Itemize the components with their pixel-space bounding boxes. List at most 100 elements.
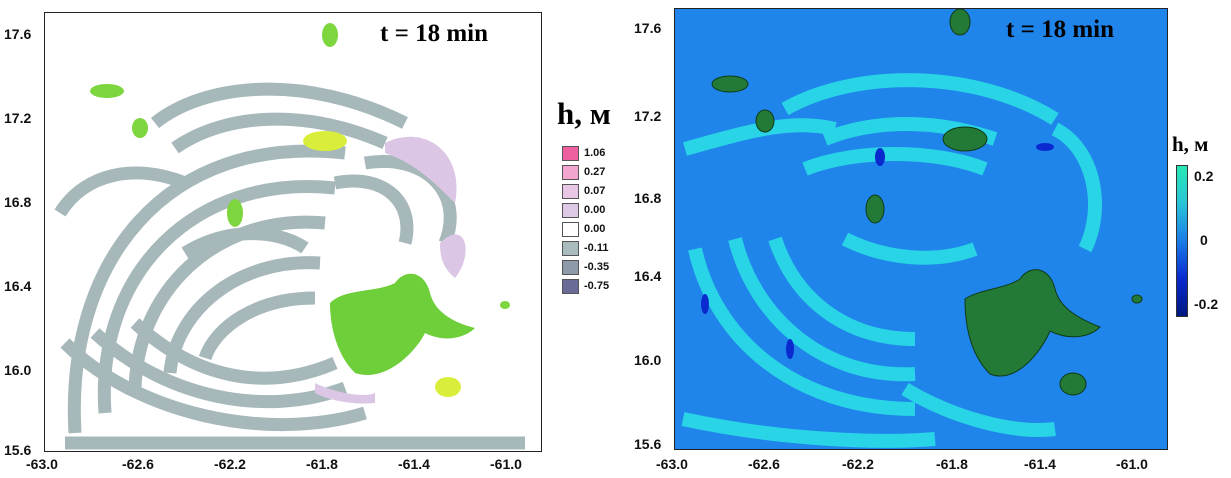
left-y-tick: 16.0 bbox=[4, 362, 32, 378]
left-positive-zone-1 bbox=[385, 136, 457, 203]
left-legend-swatch bbox=[562, 279, 579, 294]
left-island-7 bbox=[500, 301, 510, 309]
left-y-tick: 15.6 bbox=[4, 442, 32, 458]
left-island-1 bbox=[90, 84, 124, 98]
right-y-tick: 17.2 bbox=[634, 108, 662, 124]
left-legend-swatch bbox=[562, 222, 579, 237]
left-time-label: t = 18 min bbox=[380, 20, 488, 47]
left-wave-fronts bbox=[54, 82, 525, 450]
right-y-tick: 15.6 bbox=[634, 436, 662, 452]
right-island-1 bbox=[949, 9, 971, 36]
right-time-label: t = 18 min bbox=[1006, 16, 1114, 43]
right-wave-arc-9 bbox=[841, 232, 978, 265]
left-positive-zone-3 bbox=[315, 383, 375, 404]
right-x-tick: -61.8 bbox=[936, 456, 968, 472]
right-wave-arc-11 bbox=[681, 412, 936, 448]
left-positive-zone-2 bbox=[440, 234, 466, 278]
right-colorbar-tick: 0.2 bbox=[1194, 168, 1214, 184]
right-trough-4 bbox=[786, 339, 794, 359]
left-y-tick: 16.8 bbox=[4, 194, 32, 210]
right-y-tick: 16.0 bbox=[634, 352, 662, 368]
right-y-tick: 17.6 bbox=[634, 20, 662, 36]
left-legend-title: h, м bbox=[557, 96, 611, 131]
left-legend-swatch bbox=[562, 203, 579, 218]
right-colorbar-title: h, м bbox=[1172, 132, 1209, 156]
left-legend-label: 0.00 bbox=[584, 223, 606, 235]
right-island-7 bbox=[1131, 294, 1143, 304]
right-map-svg bbox=[675, 9, 1167, 449]
right-x-tick: -63.0 bbox=[656, 456, 688, 472]
right-colorbar-tick: -0.2 bbox=[1194, 296, 1219, 312]
left-legend-label: 0.00 bbox=[584, 204, 606, 216]
right-x-tick: -61.4 bbox=[1024, 456, 1056, 472]
left-y-tick: 16.4 bbox=[4, 278, 32, 294]
left-island-3 bbox=[322, 23, 338, 47]
left-legend-swatch bbox=[562, 184, 579, 199]
right-island-5 bbox=[865, 194, 885, 224]
right-wave-arc-10 bbox=[901, 382, 1056, 437]
right-wave-arc-8 bbox=[802, 147, 988, 176]
left-islands bbox=[90, 23, 510, 397]
right-x-tick: -61.0 bbox=[1116, 456, 1148, 472]
left-y-tick: 17.2 bbox=[4, 110, 32, 126]
left-map-panel: t = 18 min -63.0 -62.6 -62.2 -61.8 -61.4… bbox=[4, 12, 620, 472]
left-legend-swatch bbox=[562, 260, 579, 275]
left-wave-arc-7 bbox=[90, 328, 348, 409]
left-wave-arc-9 bbox=[54, 166, 188, 217]
left-island-2 bbox=[132, 118, 148, 138]
left-wave-arc-11 bbox=[171, 112, 388, 154]
left-legend: 1.06 0.27 0.07 0.00 0.00 -0.11 -0.35 -0.75 bbox=[562, 146, 620, 326]
right-islands bbox=[711, 9, 1143, 396]
left-legend-label: 0.27 bbox=[584, 166, 606, 178]
left-island-6 bbox=[435, 377, 461, 397]
right-trough-1 bbox=[875, 148, 885, 166]
left-legend-label: 1.06 bbox=[584, 147, 606, 159]
left-wave-arc-1 bbox=[67, 144, 346, 434]
left-legend-label: 0.07 bbox=[584, 185, 606, 197]
left-legend-swatch bbox=[562, 165, 579, 180]
right-trough-3 bbox=[701, 294, 709, 314]
left-island-5 bbox=[227, 199, 243, 227]
left-legend-swatch bbox=[562, 146, 579, 161]
right-island-4 bbox=[942, 126, 988, 152]
left-legend-label: -0.75 bbox=[584, 280, 610, 292]
left-island-guadeloupe bbox=[330, 273, 475, 375]
right-island-2 bbox=[711, 75, 749, 93]
left-wave-arc-10 bbox=[150, 82, 408, 129]
left-x-tick: -63.0 bbox=[26, 456, 58, 472]
left-legend-label: -0.35 bbox=[584, 261, 610, 273]
right-x-tick: -62.6 bbox=[748, 456, 780, 472]
right-trough-2 bbox=[1036, 143, 1054, 151]
left-wave-arc-3 bbox=[128, 215, 326, 394]
left-x-tick: -61.8 bbox=[306, 456, 338, 472]
right-wave-arc-4 bbox=[688, 247, 916, 416]
right-island-3 bbox=[755, 109, 775, 133]
right-colorbar bbox=[1176, 165, 1188, 317]
left-x-tick: -62.6 bbox=[122, 456, 154, 472]
left-map-svg bbox=[45, 13, 541, 451]
right-y-tick: 16.8 bbox=[634, 190, 662, 206]
left-legend-label: -0.11 bbox=[584, 242, 609, 254]
left-wave-arc-13 bbox=[333, 174, 414, 245]
right-wave-arc-2 bbox=[781, 73, 1059, 125]
right-wave-arc-6 bbox=[768, 236, 916, 346]
left-wave-arc-8 bbox=[130, 318, 338, 385]
left-map-plot bbox=[44, 12, 542, 452]
right-island-guadeloupe bbox=[964, 269, 1101, 377]
left-wave-arc-5 bbox=[198, 291, 316, 361]
left-wave-arc-14 bbox=[181, 227, 309, 259]
left-x-tick: -62.2 bbox=[214, 456, 246, 472]
right-wave-arc-5 bbox=[728, 237, 916, 382]
right-y-tick: 16.4 bbox=[634, 268, 662, 284]
left-wave-arc-6 bbox=[60, 338, 367, 432]
left-legend-swatch bbox=[562, 241, 579, 256]
left-x-tick: -61.4 bbox=[398, 456, 430, 472]
right-x-tick: -62.2 bbox=[842, 456, 874, 472]
left-island-4 bbox=[303, 131, 347, 151]
left-x-tick: -61.0 bbox=[490, 456, 522, 472]
right-colorbar-tick: 0 bbox=[1200, 232, 1208, 248]
left-wave-arc-2 bbox=[97, 180, 336, 414]
right-map-panel: t = 18 min -63.0 -62.6 -62.2 -61.8 -61.4… bbox=[620, 0, 1231, 478]
right-wave-fronts bbox=[681, 73, 1102, 448]
right-island-6 bbox=[1059, 372, 1087, 396]
